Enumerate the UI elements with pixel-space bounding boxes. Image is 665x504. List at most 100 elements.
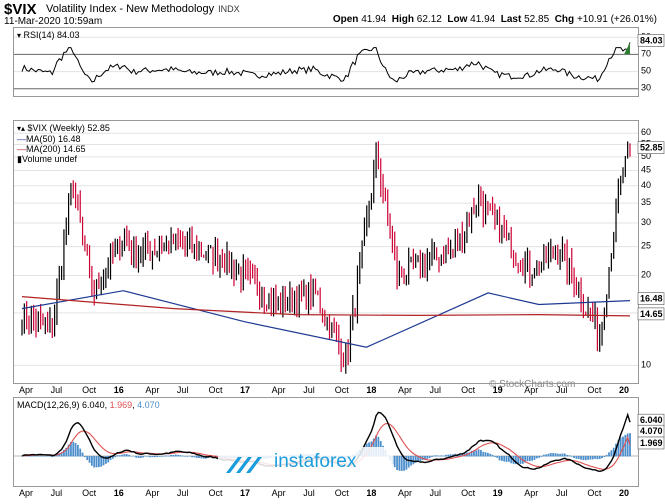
macd-histogram-bar: [35, 455, 37, 457]
rsi-tick-label: 30: [641, 83, 651, 93]
macd-histogram-bar: [596, 456, 599, 460]
macd-histogram-bar: [624, 434, 627, 457]
price-tick-label: 50: [641, 151, 651, 161]
macd-histogram-bar: [584, 456, 587, 461]
macd-signal-tag-box: [637, 436, 665, 450]
macd-histogram-bar: [107, 456, 110, 463]
x-tick-label: Apr: [398, 385, 412, 395]
macd-histogram-bar: [559, 453, 562, 457]
macd-histogram-bar: [556, 453, 559, 457]
chg-value: +10.91 (+26.01%): [576, 14, 657, 25]
macd-histogram-bar: [619, 437, 622, 457]
rsi-line: [21, 42, 631, 83]
macd-histogram-bar: [21, 456, 23, 457]
macd-histogram-bar: [582, 456, 585, 461]
macd-histogram-bar: [165, 455, 168, 457]
macd-histogram-bar: [177, 454, 179, 457]
macd-histogram-bar: [510, 456, 513, 464]
x-tick-label: Oct: [335, 488, 350, 498]
ma50-line: [21, 290, 631, 348]
macd-histogram-bar: [449, 454, 452, 457]
ma200-swatch: —: [17, 144, 26, 154]
chart-header: $VIX Volatility Index - New Methodology I…: [0, 0, 665, 27]
macd-label-signal: 1.969: [109, 400, 133, 410]
macd-histogram-bar: [475, 450, 478, 457]
macd-histogram-bar: [142, 456, 145, 458]
macd-histogram-bar: [121, 454, 124, 457]
macd-histogram-bar: [538, 456, 541, 458]
macd-histogram-bar: [473, 450, 475, 457]
macd-histogram-bar: [393, 456, 396, 468]
macd-histogram-bar: [144, 456, 147, 457]
macd-histogram-bar: [163, 455, 165, 457]
macd-histogram-bar: [487, 452, 489, 457]
macd-histogram-bar: [158, 456, 161, 457]
x-tick-label: Apr: [19, 385, 33, 395]
macd-histogram-bar: [517, 456, 520, 465]
rsi-tick-label: 50: [641, 66, 651, 76]
x-tick-label: Oct: [208, 385, 223, 395]
macd-histogram-bar: [575, 456, 578, 459]
high-value: 62.12: [416, 14, 442, 25]
price-last-tag: 52.85: [640, 143, 663, 153]
x-tick-label: 19: [493, 488, 503, 498]
x-tick-label: Jul: [430, 488, 442, 498]
macd-histogram-bar: [589, 456, 592, 460]
macd-histogram-bar: [480, 449, 482, 457]
macd-histogram-bar: [137, 456, 140, 458]
stockcharts-watermark: © StockCharts.com: [489, 379, 576, 390]
macd-histogram-bar: [172, 455, 175, 457]
macd-histogram-bar: [86, 456, 89, 461]
macd-histogram-bar: [417, 456, 419, 462]
macd-histogram-bar: [65, 447, 68, 457]
x-tick-label: 17: [240, 488, 250, 498]
macd-histogram-bar: [167, 455, 170, 457]
rsi-value-tag-box: [637, 34, 665, 47]
macd-histogram-bar: [524, 456, 527, 463]
macd-histogram-bar: [198, 456, 200, 459]
macd-histogram-bar: [598, 456, 601, 460]
macd-histogram-bar: [547, 453, 550, 457]
quote-summary: Open 41.94 High 62.12 Low 41.94 Last 52.…: [333, 14, 657, 25]
open-value: 41.94: [361, 14, 387, 25]
macd-histogram-bar: [554, 453, 557, 457]
x-tick-label: Apr: [272, 488, 286, 498]
x-axis-price: Apr Jul Oct 16 Apr Jul Oct 17 Apr Jul Oct 18 Apr Jul O…: [19, 385, 629, 395]
x-tick-label: Jul: [177, 385, 189, 395]
ma200-line: [21, 296, 631, 317]
macd-histogram-bar: [398, 456, 401, 471]
macd-histogram-bar: [591, 456, 594, 460]
x-tick-label: Jul: [303, 488, 315, 498]
macd-histogram-bar: [491, 454, 494, 457]
macd-histogram-bar: [503, 456, 506, 462]
macd-histogram-bar: [594, 456, 596, 459]
x-tick-label: 17: [240, 385, 250, 395]
macd-histogram-bar: [461, 453, 464, 457]
macd-histogram-bar: [200, 456, 203, 459]
macd-histogram-bar: [468, 452, 471, 457]
macd-histogram-bar: [484, 452, 487, 457]
symbol-title: $VIX: [4, 1, 37, 18]
low-label: Low: [447, 14, 468, 25]
rsi-tick-label: 70: [641, 48, 651, 58]
macd-histogram-bar: [377, 436, 380, 457]
candle-icon: ▾▴: [17, 124, 26, 133]
price-last-tag-box: [637, 141, 665, 154]
macd-histogram-bar: [181, 455, 184, 457]
x-tick-label: Oct: [82, 488, 97, 498]
macd-histogram-bar: [37, 455, 40, 457]
legend-main-text: $VIX (Weekly) 52.85: [27, 123, 110, 133]
macd-histogram-bar: [470, 450, 473, 457]
macd-histogram-bar: [438, 455, 440, 457]
x-tick-label: Jul: [430, 385, 442, 395]
macd-histogram-bar: [514, 456, 517, 465]
macd-signal-tag: 1.969: [640, 438, 663, 448]
macd-histogram-bar: [104, 456, 107, 464]
symbol-fullname: Volatility Index - New Methodology: [46, 3, 215, 15]
x-tick-label: Apr: [524, 488, 538, 498]
macd-histogram-bar: [81, 452, 84, 457]
rsi-overbought-fill: [624, 42, 630, 55]
rsi-label: ▾ RSI(14) 84.03: [17, 30, 80, 40]
macd-histogram-bar: [442, 455, 445, 457]
macd-histogram-bar: [170, 454, 172, 457]
